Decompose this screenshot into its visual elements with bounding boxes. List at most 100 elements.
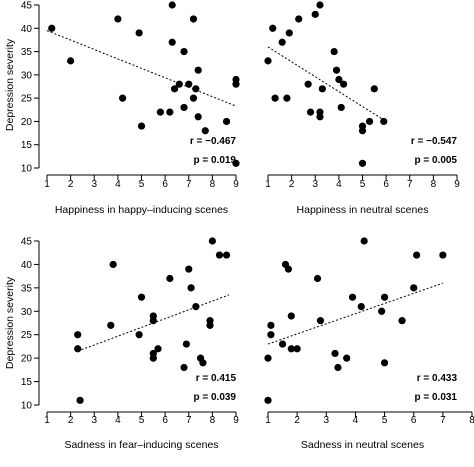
data-point (269, 24, 277, 32)
y-tick-label: 25 (21, 330, 33, 341)
y-tick-label: 25 (21, 94, 33, 105)
scatter-panel-2: 1 2 3 4 5 6 7 8 9 Happiness in neutral scenes r = … (264, 1, 460, 216)
x-tick-label: 6 (383, 179, 389, 190)
y-tick-label: 15 (21, 377, 33, 388)
data-point (74, 331, 82, 339)
data-point (222, 251, 231, 259)
x-axis-label: Sadness in neutral scenes (301, 439, 424, 451)
x-tick-label: 7 (440, 415, 446, 426)
data-point (194, 113, 202, 121)
x-tick-label: 2 (68, 415, 74, 426)
x-tick-label: 5 (382, 415, 388, 426)
data-point (410, 284, 418, 292)
data-point (343, 354, 351, 362)
y-tick-label: 35 (21, 283, 33, 294)
correlation-r-label: r = −0.547 (411, 136, 458, 147)
x-tick-label: 4 (115, 179, 121, 190)
data-point (287, 345, 295, 353)
data-point (189, 15, 198, 23)
x-tick-label: 4 (353, 415, 359, 426)
x-tick-label: 7 (407, 179, 413, 190)
y-tick-label: 20 (21, 354, 33, 365)
data-point (175, 80, 183, 88)
y-tick-label: 45 (21, 1, 33, 12)
y-tick-label: 10 (21, 164, 33, 175)
data-point (119, 94, 127, 102)
x-tick-label: 8 (431, 179, 437, 190)
data-point (378, 307, 386, 315)
data-point (306, 108, 315, 116)
data-point (348, 293, 357, 301)
data-point (439, 251, 447, 259)
y-tick-label: 20 (21, 117, 33, 128)
data-point (358, 127, 367, 135)
data-point (285, 29, 293, 37)
data-point (335, 75, 343, 84)
correlation-r-label: r = −0.467 (190, 136, 237, 147)
data-point (360, 237, 368, 245)
x-tick-label: 1 (265, 415, 271, 426)
data-point (206, 321, 214, 329)
p-value-label: p = 0.005 (414, 155, 457, 166)
data-point (67, 57, 75, 65)
data-point (170, 85, 179, 93)
data-point (370, 85, 378, 93)
data-point (156, 108, 164, 116)
data-point (264, 396, 272, 404)
data-point (201, 127, 209, 135)
trend-line (267, 46, 387, 122)
data-point (293, 345, 301, 353)
x-tick-label: 5 (139, 179, 145, 190)
trend-line (46, 30, 237, 107)
data-point (149, 317, 157, 325)
data-point (74, 345, 82, 353)
data-point (166, 108, 174, 116)
data-point (357, 303, 365, 311)
data-point (135, 331, 143, 339)
p-value-label: p = 0.039 (193, 392, 236, 403)
data-point (192, 85, 200, 93)
data-point (330, 47, 338, 56)
x-tick-label: 2 (294, 415, 300, 426)
data-point (380, 117, 388, 126)
scatter-panel-4: 1 2 3 4 5 6 7 8 Sadness in neutral scenes r = 0.4… (264, 237, 474, 451)
data-point (187, 284, 195, 292)
data-point (278, 38, 286, 46)
p-value-label: p = 0.031 (414, 392, 457, 403)
x-tick-label: 8 (210, 179, 216, 190)
y-tick-label: 40 (21, 24, 33, 35)
x-tick-label: 6 (411, 415, 417, 426)
data-point (232, 159, 240, 167)
x-tick-label: 5 (139, 415, 145, 426)
data-point (168, 1, 176, 9)
data-point (180, 47, 188, 56)
x-tick-label: 7 (186, 415, 192, 426)
data-point (283, 94, 291, 102)
data-point (316, 317, 325, 325)
trend-line (267, 282, 444, 345)
x-tick-label: 9 (233, 179, 239, 190)
data-point (48, 24, 56, 32)
x-tick-label: 6 (162, 415, 168, 426)
y-tick-label: 30 (21, 70, 33, 81)
data-point (380, 293, 389, 301)
data-point (398, 317, 406, 325)
y-tick-label: 15 (21, 140, 33, 151)
data-point (154, 345, 162, 353)
data-point (267, 321, 275, 329)
data-point (413, 251, 421, 259)
data-point (76, 396, 84, 404)
data-point (313, 274, 322, 283)
data-point (137, 122, 146, 130)
data-point (316, 113, 324, 121)
x-tick-label: 4 (115, 415, 121, 426)
correlation-r-label: r = 0.433 (417, 373, 458, 384)
correlation-r-label: r = 0.415 (196, 373, 237, 384)
data-point (149, 354, 157, 362)
data-point (304, 80, 312, 88)
y-axis-label: Depression severity (4, 38, 16, 131)
x-axis-label: Happiness in happy–inducing scenes (55, 204, 228, 216)
